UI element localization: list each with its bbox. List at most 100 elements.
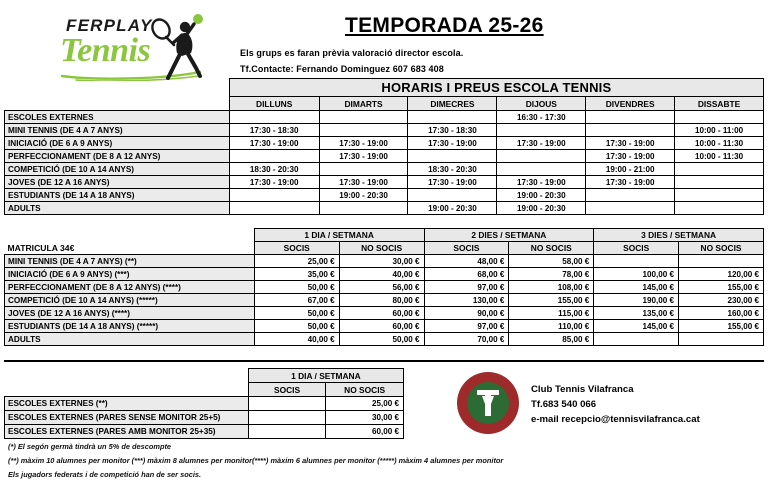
externes-row: ESCOLES EXTERNES (PARES SENSE MONITOR 25…	[4, 410, 404, 425]
price-row: ADULTS 40,00 €50,00 €70,00 €85,00 €	[4, 332, 764, 346]
price-value: 155,00 €	[508, 293, 595, 307]
price-value: 50,00 €	[253, 306, 340, 320]
price-value: 97,00 €	[423, 319, 510, 333]
schedule-slot: 17:30 - 19:00	[228, 136, 320, 150]
price-value: 145,00 €	[593, 319, 680, 333]
externes-value	[247, 410, 327, 425]
price-value: 56,00 €	[338, 280, 425, 294]
schedule-slot: 19:00 - 21:00	[585, 162, 676, 176]
price-value: 97,00 €	[423, 280, 510, 294]
externes-value	[247, 396, 327, 411]
note-line-2: Tf.Contacte: Fernando Dominguez 607 683 …	[240, 64, 444, 74]
price-row-label: COMPETICIÓ (DE 10 A 14 ANYS) (*****)	[4, 293, 255, 307]
price-value: 155,00 €	[678, 280, 764, 294]
schedule-banner: HORARIS I PREUS ESCOLA TENNIS	[228, 78, 765, 97]
schedule-slot	[228, 149, 320, 163]
footnotes: (*) El segón germà tindrà un 5% de desco…	[8, 440, 758, 482]
schedule-row: JOVES (DE 12 A 16 ANYS) 17:30 - 19:00 17:3…	[4, 175, 764, 189]
price-value: 100,00 €	[593, 267, 680, 281]
price-value: 40,00 €	[338, 267, 425, 281]
schedule-slot: 10:00 - 11:00	[674, 123, 764, 137]
schedule-section: HORARIS I PREUS ESCOLA TENNIS DILLUNS DIMA…	[4, 78, 765, 215]
schedule-corner-cell-2	[5, 97, 230, 111]
price-value: 135,00 €	[593, 306, 680, 320]
schedule-slot	[585, 201, 676, 215]
price-value: 230,00 €	[678, 293, 764, 307]
club-phone: Tf.683 540 066	[531, 399, 597, 410]
price-row: INICIACIÓ (DE 6 A 9 ANYS) (***) 35,00 €40…	[4, 267, 764, 281]
price-value: 58,00 €	[508, 254, 595, 268]
price-value: 85,00 €	[508, 332, 595, 346]
schedule-slot: 17:30 - 19:00	[318, 149, 409, 163]
price-sub-header: SOCIS	[253, 241, 340, 255]
externes-value: 25,00 €	[325, 396, 404, 411]
day-header-dilluns: DILLUNS	[228, 96, 320, 111]
price-value: 120,00 €	[678, 267, 764, 281]
schedule-slot	[674, 188, 764, 202]
club-details: Club Tennis Vilafranca Tf.683 540 066 e-…	[531, 382, 700, 427]
externes-group-header: 1 DIA / SETMANA	[247, 368, 405, 383]
note-line-1: Els grups es faran prèvia valoració dire…	[240, 48, 464, 58]
schedule-slot: 17:30 - 19:00	[407, 175, 498, 189]
schedule-slot: 17:30 - 19:00	[318, 175, 409, 189]
schedule-row: COMPETICIÓ (DE 10 A 14 ANYS) 18:30 - 20:3…	[4, 162, 764, 176]
schedule-slot: 17:30 - 19:00	[585, 136, 676, 150]
club-email: e-mail recepcio@tennisvilafranca.cat	[531, 414, 700, 425]
externes-sub-header: NO SOCIS	[325, 382, 404, 397]
price-value: 190,00 €	[593, 293, 680, 307]
price-value: 108,00 €	[508, 280, 595, 294]
price-value: 145,00 €	[593, 280, 680, 294]
schedule-slot: 19:00 - 20:30	[496, 201, 587, 215]
schedule-banner-row: HORARIS I PREUS ESCOLA TENNIS	[5, 78, 765, 97]
price-value: 155,00 €	[678, 319, 764, 333]
schedule-row: ESCOLES EXTERNES 16:30 - 17:30	[4, 110, 764, 124]
swoosh-icon	[60, 70, 202, 81]
prices-sub-header-row: MATRICULA 34€ SOCIS NO SOCIS SOCIS NO SOCIS S…	[5, 241, 764, 255]
schedule-row: MINI TENNIS (DE 4 A 7 ANYS) 17:30 - 18:30…	[4, 123, 764, 137]
price-row-label: JOVES (DE 12 A 16 ANYS) (****)	[4, 306, 255, 320]
price-value: 48,00 €	[423, 254, 510, 268]
price-group-header: 2 DIES / SETMANA	[423, 228, 595, 242]
prices-section: 1 DIA / SETMANA 2 DIES / SETMANA 3 DIES / …	[4, 228, 764, 346]
price-value: 50,00 €	[253, 280, 340, 294]
schedule-table: HORARIS I PREUS ESCOLA TENNIS DILLUNS DIMA…	[4, 78, 765, 215]
ferplay-wordmark-bottom: Tennis	[60, 32, 151, 69]
schedule-slot	[318, 110, 409, 124]
schedule-slot	[318, 162, 409, 176]
externes-sub-header: SOCIS	[247, 382, 327, 397]
schedule-slot: 17:30 - 18:30	[228, 123, 320, 137]
schedule-slot: 19:00 - 20:30	[496, 188, 587, 202]
externes-section: 1 DIA / SETMANA SOCIS NO SOCIS ESCOLES EXTE…	[4, 368, 405, 439]
schedule-slot: 17:30 - 18:30	[407, 123, 498, 137]
schedule-slot: 17:30 - 19:00	[496, 175, 587, 189]
ferplay-logo: FERPLAY Tennis	[58, 12, 210, 84]
schedule-slot: 16:30 - 17:30	[496, 110, 587, 124]
price-row-label: PERFECCIONAMENT (DE 8 A 12 ANYS) (****)	[4, 280, 255, 294]
schedule-slot	[674, 201, 764, 215]
schedule-slot	[228, 188, 320, 202]
schedule-slot	[318, 123, 409, 137]
price-value: 80,00 €	[338, 293, 425, 307]
schedule-slot: 18:30 - 20:30	[228, 162, 320, 176]
schedule-slot: 19:00 - 20:30	[318, 188, 409, 202]
schedule-slot: 17:30 - 19:00	[228, 175, 320, 189]
schedule-slot	[407, 188, 498, 202]
schedule-slot: 17:30 - 19:00	[407, 136, 498, 150]
price-row: JOVES (DE 12 A 16 ANYS) (****) 50,00 €60,…	[4, 306, 764, 320]
schedule-row-label: ADULTS	[4, 201, 230, 215]
schedule-slot	[496, 149, 587, 163]
price-value: 70,00 €	[423, 332, 510, 346]
schedule-slot	[496, 123, 587, 137]
schedule-slot	[585, 188, 676, 202]
price-value	[593, 332, 680, 346]
schedule-row-label: JOVES (DE 12 A 16 ANYS)	[4, 175, 230, 189]
schedule-row: ADULTS 19:00 - 20:30 19:00 - 20:30	[4, 201, 764, 215]
price-row-label: MINI TENNIS (DE 4 A 7 ANYS) (**)	[4, 254, 255, 268]
price-sub-header: SOCIS	[423, 241, 510, 255]
schedule-row-label: ESCOLES EXTERNES	[4, 110, 230, 124]
price-group-header: 1 DIA / SETMANA	[253, 228, 425, 242]
schedule-slot: 10:00 - 11:30	[674, 136, 764, 150]
footnote-3: Els jugadors federats i de competició ha…	[8, 470, 202, 479]
schedule-row-label: ESTUDIANTS (DE 14 A 18 ANYS)	[4, 188, 230, 202]
price-sub-header: NO SOCIS	[508, 241, 595, 255]
